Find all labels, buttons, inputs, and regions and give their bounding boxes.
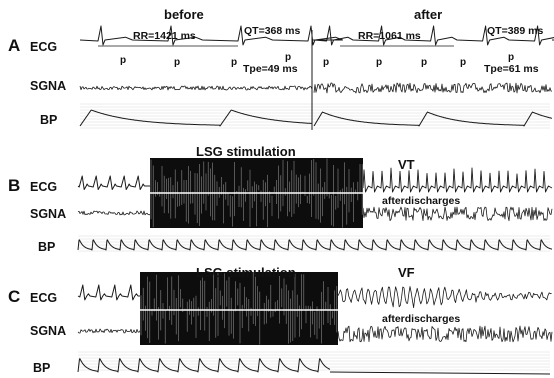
panel-a-bp-after-trace: [313, 111, 553, 127]
panel-c-bp-flat-trace: [329, 371, 551, 375]
p-wave-label: p: [285, 52, 292, 63]
panel-a-ecg-after-trace: [313, 25, 554, 46]
before-title: before: [164, 7, 204, 22]
after-tpe-annotation: Tpe=61 ms: [484, 63, 539, 75]
panel-b-afterdischarges-label: afterdischarges: [382, 195, 461, 207]
panel-c-afterdischarges-label: afterdischarges: [382, 313, 461, 325]
panel-b-sgna-label: SGNA: [30, 207, 67, 221]
panel-c-ecg-vf-trace: [337, 286, 552, 309]
p-wave-label: p: [231, 57, 238, 68]
before-rr-annotation: RR=1421 ms: [133, 30, 196, 42]
panel-c-sgna-label: SGNA: [30, 324, 67, 338]
panel-b-stim-title: LSG stimulation: [196, 144, 296, 159]
after-qt-annotation: QT=389 ms: [487, 25, 544, 37]
panel-b-bp-label: BP: [38, 240, 56, 254]
panel-b-ecg-label: ECG: [30, 180, 58, 194]
panel-a-sgna-label: SGNA: [30, 79, 67, 93]
p-wave-label: p: [460, 57, 467, 68]
panel-c-label: C: [8, 287, 21, 306]
panel-b-rhythm-label: VT: [398, 157, 415, 172]
panel-c-afterdischarge-trace: [337, 325, 553, 343]
panel-b-ecg-vt-trace: [362, 167, 553, 193]
panel-a-bp-label: BP: [40, 113, 58, 127]
p-wave-label: p: [174, 57, 181, 68]
before-tpe-annotation: Tpe=49 ms: [243, 63, 298, 75]
before-qt-annotation: QT=368 ms: [244, 25, 301, 37]
p-wave-label: p: [508, 52, 515, 63]
panel-b-label: B: [8, 176, 21, 195]
p-wave-label: p: [376, 57, 383, 68]
panel-c-sgna-trace: [77, 328, 141, 334]
after-rr-annotation: RR=1061 ms: [358, 30, 421, 42]
panel-a-ecg-label: ECG: [30, 40, 58, 54]
panel-c-ecg-label: ECG: [30, 291, 58, 305]
p-wave-label: p: [120, 55, 127, 66]
panel-c-rhythm-label: VF: [398, 265, 415, 280]
after-title: after: [414, 7, 443, 22]
panel-c-bp-label: BP: [33, 361, 51, 375]
panel-c-stimulation-block: [140, 272, 338, 345]
panel-c-bp-trace: [77, 358, 331, 373]
panel-a-ecg-before-trace: [79, 25, 343, 46]
p-wave-label: p: [323, 57, 330, 68]
panel-b-afterdischarge-trace: [362, 206, 553, 222]
panel-b-sgna-trace: [77, 210, 150, 216]
panel-c-ecg-trace: [77, 284, 140, 301]
panel-c-stim-title: LSG stimulation: [196, 265, 296, 280]
p-wave-label: p: [421, 57, 428, 68]
panel-a-bp-before-trace: [79, 109, 313, 127]
panel-a-sgna-before-trace: [79, 85, 313, 91]
panel-a-sgna-after-trace: [313, 82, 553, 94]
panel-b-ecg-trace: [77, 175, 150, 190]
panel-b-bp-trace: [77, 239, 553, 251]
panel-a-label: A: [8, 36, 21, 55]
